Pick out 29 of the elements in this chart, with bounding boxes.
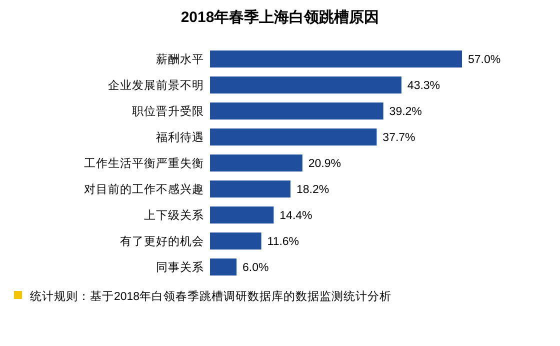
y-tick-label: 职位晋升受限 <box>132 105 204 118</box>
y-tick-label: 薪酬水平 <box>156 53 204 66</box>
bar <box>210 232 262 250</box>
bar <box>210 76 402 94</box>
y-tick-label: 有了更好的机会 <box>120 235 204 248</box>
data-label: 20.9% <box>308 158 342 170</box>
y-tick-label: 上下级关系 <box>144 208 204 222</box>
chart-title: 2018年春季上海白领跳槽原因 <box>180 9 380 26</box>
bar <box>210 128 377 146</box>
data-label: 11.6% <box>267 236 300 248</box>
y-tick-label: 福利待遇 <box>156 131 204 144</box>
y-tick-label: 对目前的工作不感兴趣 <box>84 182 204 196</box>
bar <box>210 102 384 120</box>
data-label: 43.3% <box>407 80 440 92</box>
data-label: 39.2% <box>389 106 422 118</box>
bar <box>210 206 274 224</box>
bar <box>210 258 237 276</box>
bar <box>210 50 462 68</box>
data-label: 57.0% <box>468 54 501 66</box>
bar <box>210 154 302 172</box>
data-label: 14.4% <box>280 210 312 222</box>
bar <box>210 180 290 198</box>
y-tick-label: 工作生活平衡严重失衡 <box>84 157 204 170</box>
text: 统计规则：基于2018年白领春季跳槽调研数据库的数据监测统计分析 <box>30 289 392 303</box>
data-label: 6.0% <box>242 262 269 274</box>
data-label: 37.7% <box>382 132 416 144</box>
y-tick-label: 同事关系 <box>156 260 204 274</box>
y-tick-label: 企业发展前景不明 <box>108 79 204 92</box>
data-label: 18.2% <box>296 184 330 196</box>
